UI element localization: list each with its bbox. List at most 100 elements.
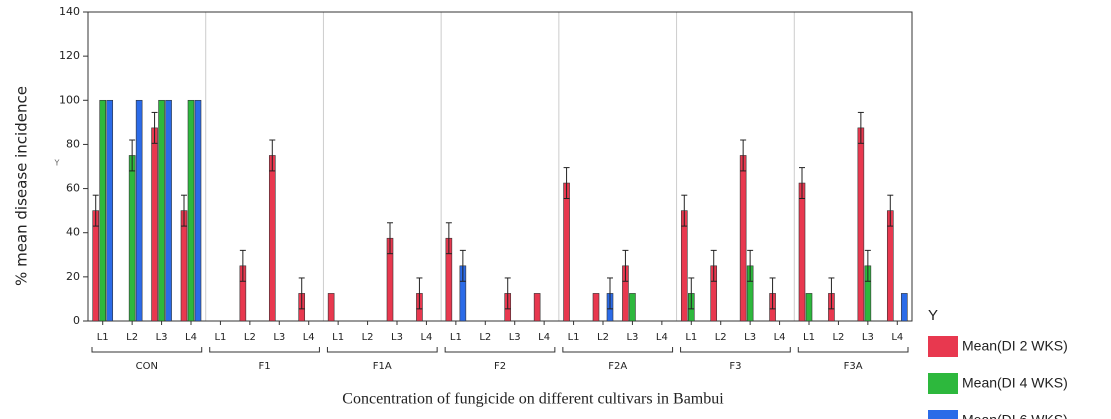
bar	[135, 99, 143, 322]
x-tick-label: L3	[744, 332, 756, 343]
legend-swatch	[928, 410, 958, 419]
bar	[900, 293, 908, 322]
x-tick-label: L2	[597, 332, 609, 343]
x-tick-label: L1	[568, 332, 580, 343]
x-tick-label: L4	[774, 332, 786, 343]
error-bar	[828, 277, 835, 310]
y-tick-label: 100	[59, 93, 80, 106]
group-bracket	[326, 347, 438, 353]
y-tick-label: 20	[66, 270, 80, 283]
legend-label: Mean(DI 4 WKS)	[962, 375, 1068, 391]
x-tick-label: L3	[273, 332, 285, 343]
y-axis-label: % mean disease incidence	[13, 86, 31, 286]
x-tick-label: L2	[244, 332, 256, 343]
bar	[268, 155, 276, 322]
error-bar	[681, 194, 688, 227]
group-bracket	[91, 347, 203, 353]
x-tick-label: L4	[420, 332, 432, 343]
x-tick-label: L1	[685, 332, 697, 343]
legend-label: Mean(DI 2 WKS)	[962, 338, 1068, 354]
bar	[158, 99, 165, 322]
error-bar	[504, 277, 511, 310]
error-bar	[857, 111, 864, 144]
group-label: F2	[494, 361, 506, 372]
x-tick-label: L1	[214, 332, 226, 343]
error-bar	[129, 139, 136, 172]
y-tick-label: 80	[66, 137, 80, 150]
y-tick-label: 120	[59, 49, 80, 62]
bar	[680, 210, 688, 322]
x-tick-label: L2	[362, 332, 374, 343]
x-tick-label: L4	[303, 332, 315, 343]
y-tick-label: 60	[66, 182, 80, 195]
group-label: F3A	[844, 361, 863, 372]
bar	[180, 210, 188, 322]
x-tick-label: L1	[803, 332, 815, 343]
y-tick-label: 0	[73, 314, 80, 327]
error-bar	[887, 194, 894, 227]
error-bar	[151, 111, 158, 144]
group-bracket	[797, 347, 909, 353]
bar	[533, 293, 541, 322]
error-bar	[459, 249, 466, 282]
error-bar	[622, 249, 629, 282]
bar	[886, 210, 894, 322]
bar	[805, 293, 813, 322]
bar	[592, 293, 600, 322]
bar	[187, 99, 195, 322]
group-label: F1A	[373, 361, 392, 372]
error-bar	[181, 194, 187, 227]
y-tick-label: 140	[59, 5, 80, 18]
bar	[629, 293, 636, 322]
group-label: CON	[136, 361, 158, 372]
bar	[857, 127, 865, 322]
x-tick-label: L3	[862, 332, 874, 343]
bar	[165, 99, 172, 322]
x-tick-label: L1	[332, 332, 344, 343]
error-bar	[688, 277, 695, 310]
legend-label: Mean(DI 6 WKS)	[962, 412, 1068, 419]
group-label: F3	[729, 361, 741, 372]
bar	[798, 182, 806, 322]
group-label: F1	[259, 361, 271, 372]
x-tick-label: L3	[391, 332, 403, 343]
error-bar	[416, 277, 423, 310]
group-bracket	[680, 347, 791, 353]
error-bar	[710, 249, 717, 282]
group-bracket	[562, 347, 674, 353]
group-label: F2A	[608, 361, 627, 372]
x-tick-label: L3	[156, 332, 168, 343]
error-bar	[740, 139, 747, 172]
x-tick-label: L2	[715, 332, 727, 343]
error-bar	[92, 194, 99, 227]
legend-title: Y	[928, 307, 938, 324]
x-tick-label: L1	[450, 332, 462, 343]
x-tick-label: L1	[97, 332, 109, 343]
x-tick-label: L2	[832, 332, 844, 343]
x-tick-label: L4	[185, 332, 197, 343]
error-bar	[387, 222, 393, 255]
bar	[92, 210, 100, 322]
error-bar	[799, 167, 805, 200]
plot-frame	[87, 11, 913, 322]
x-axis-label: Concentration of fungicide on different …	[342, 391, 724, 408]
legend-swatch	[928, 336, 958, 357]
error-bar	[269, 139, 276, 172]
error-bar	[769, 277, 776, 310]
y-axis-note: Y	[54, 159, 60, 168]
group-bracket	[444, 347, 556, 353]
bar	[194, 99, 202, 322]
x-tick-label: L4	[891, 332, 903, 343]
x-tick-label: L3	[626, 332, 638, 343]
bar	[151, 127, 158, 322]
error-bar	[607, 277, 613, 310]
bar	[327, 293, 335, 322]
error-bar	[298, 277, 305, 310]
x-tick-label: L3	[509, 332, 521, 343]
error-bar	[445, 222, 452, 255]
x-tick-label: L4	[538, 332, 550, 343]
error-bar	[747, 249, 754, 282]
bar	[106, 99, 114, 322]
bar	[99, 99, 107, 322]
error-bar	[864, 249, 871, 282]
